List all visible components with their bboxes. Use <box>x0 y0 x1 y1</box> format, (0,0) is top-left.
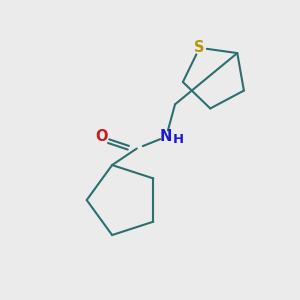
Text: O: O <box>95 129 108 144</box>
Text: H: H <box>173 133 184 146</box>
Text: S: S <box>194 40 205 55</box>
Text: N: N <box>160 129 172 144</box>
